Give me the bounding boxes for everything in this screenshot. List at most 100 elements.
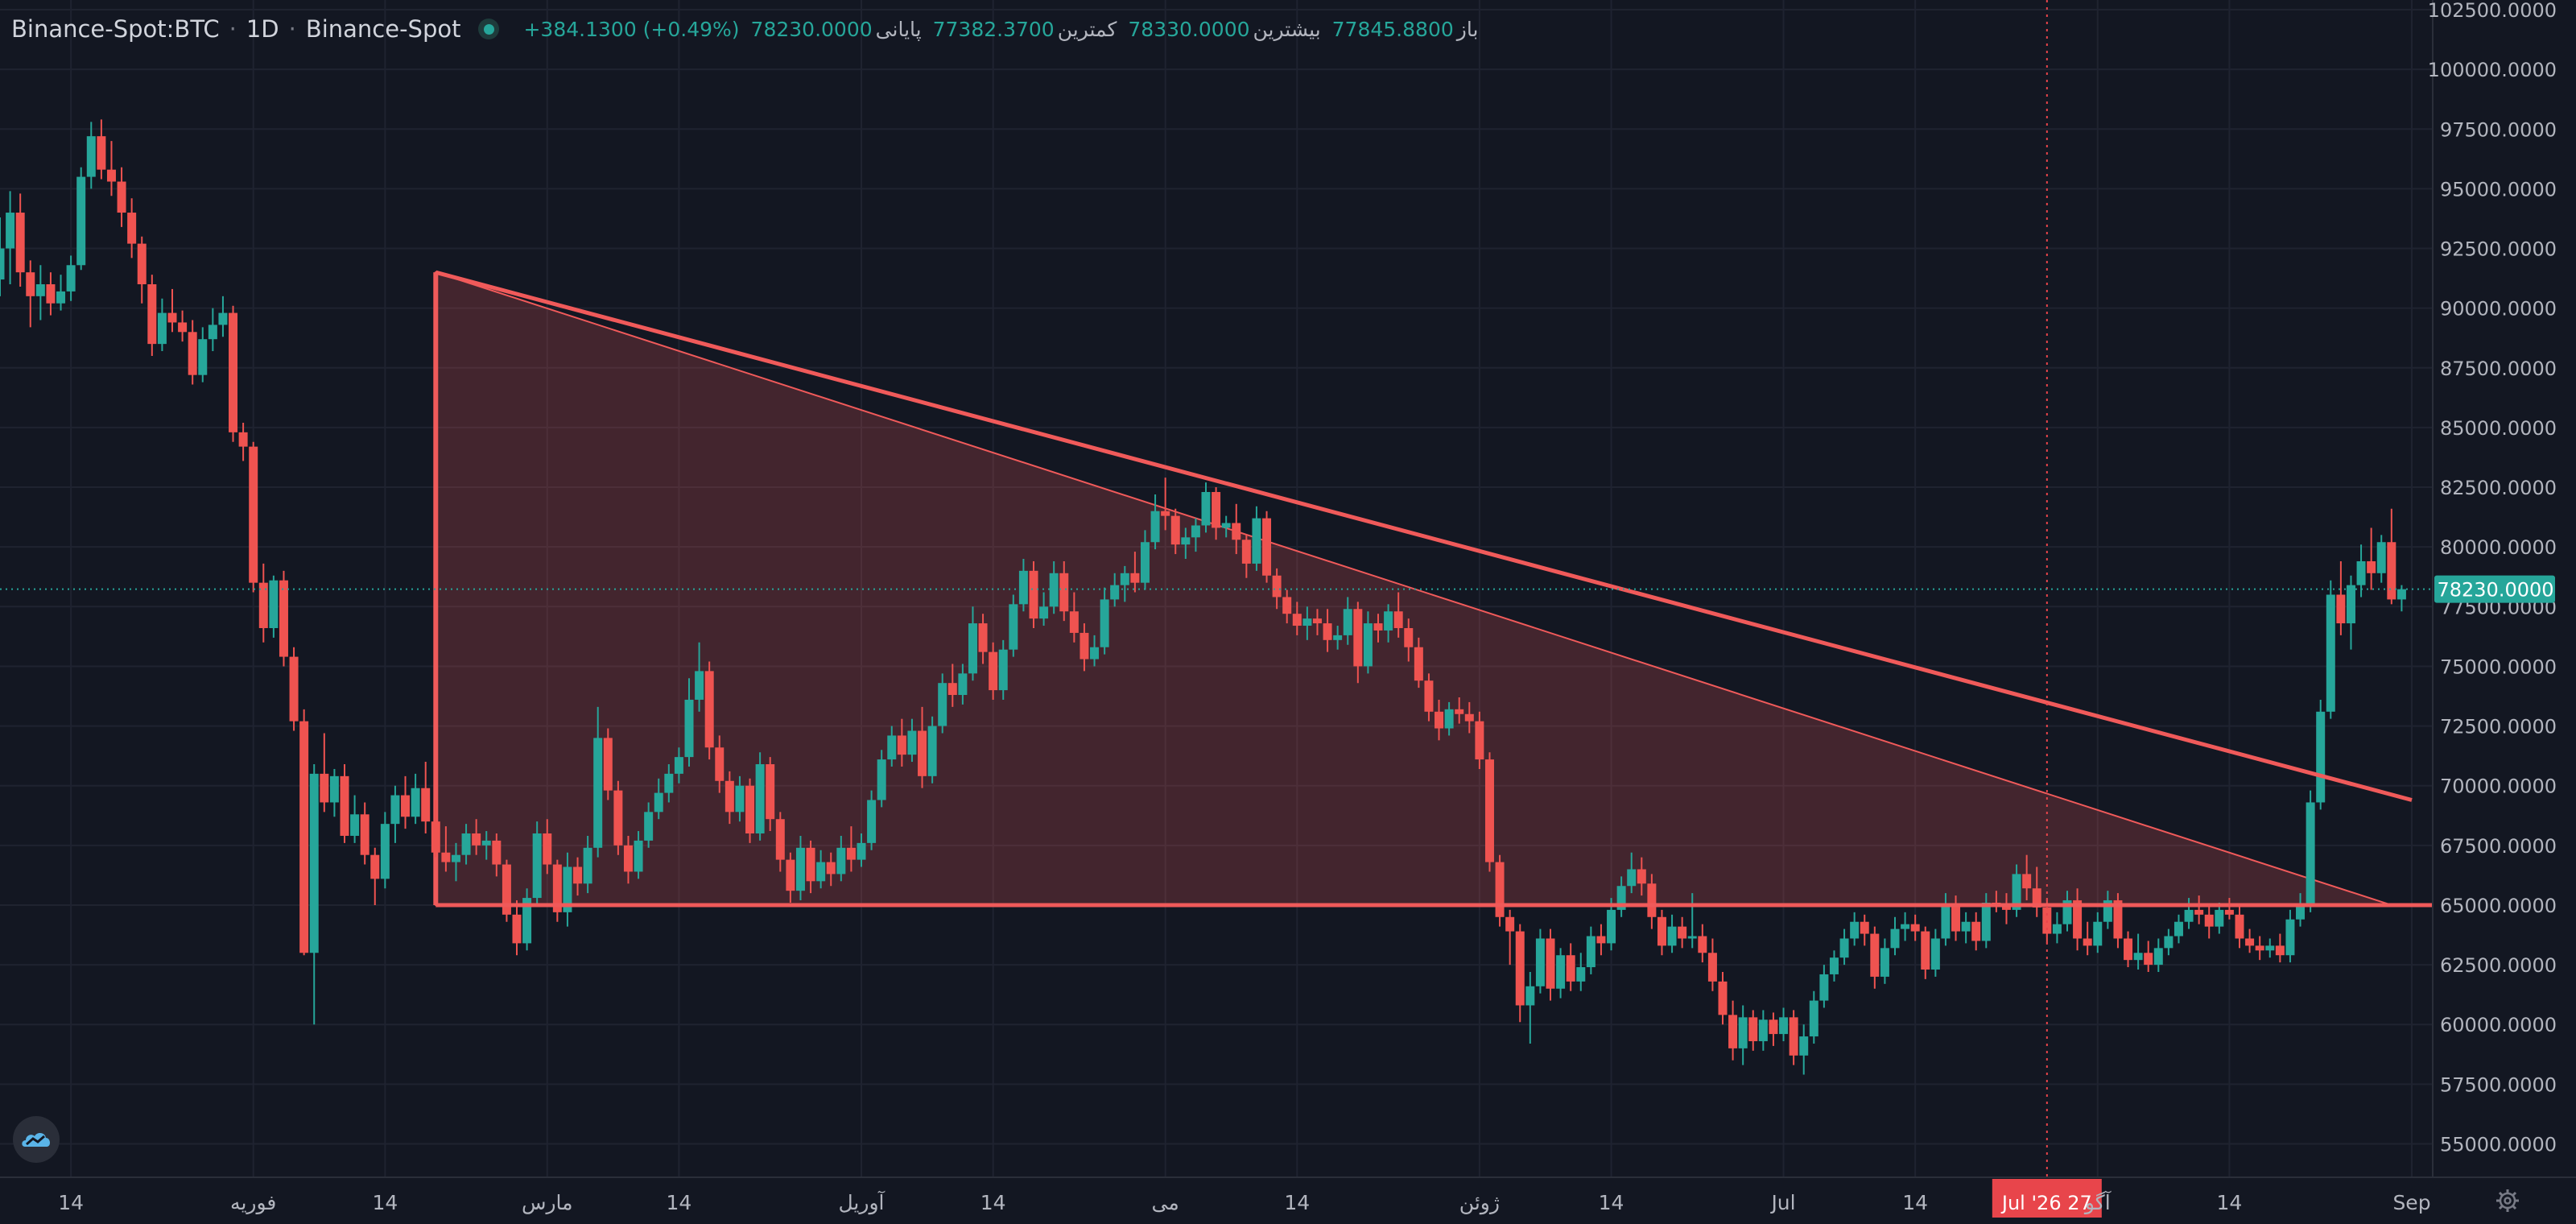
candle-body[interactable] [461, 833, 471, 855]
candle-body[interactable] [6, 213, 15, 249]
candle-body[interactable] [15, 213, 25, 273]
candle-body[interactable] [481, 840, 491, 846]
candle-body[interactable] [472, 833, 481, 846]
candle-body[interactable] [1252, 518, 1261, 564]
candle-body[interactable] [66, 265, 76, 292]
candle-body[interactable] [1018, 570, 1028, 605]
candle-body[interactable] [1667, 926, 1677, 946]
candle-body[interactable] [1546, 938, 1555, 989]
candle-body[interactable] [1435, 711, 1444, 729]
candle-body[interactable] [968, 623, 977, 674]
candle-body[interactable] [137, 243, 147, 285]
interval-label[interactable]: 1D [246, 15, 279, 43]
candle-body[interactable] [1120, 573, 1129, 585]
candle-body[interactable] [1201, 491, 1211, 526]
candle-body[interactable] [249, 446, 258, 583]
candle-body[interactable] [1363, 623, 1373, 667]
candle-body[interactable] [1616, 886, 1626, 910]
candle-body[interactable] [2316, 711, 2326, 803]
candle-body[interactable] [2093, 921, 2103, 946]
candle-body[interactable] [2001, 904, 2011, 910]
candle-body[interactable] [1880, 948, 1889, 977]
candle-body[interactable] [1961, 921, 1971, 932]
candle-body[interactable] [1424, 680, 1434, 712]
candle-body[interactable] [1353, 609, 1363, 667]
candle-body[interactable] [2336, 594, 2346, 624]
candle-body[interactable] [421, 788, 431, 822]
candle-body[interactable] [1090, 647, 1100, 660]
candle-body[interactable] [795, 847, 805, 891]
candle-body[interactable] [2133, 953, 2143, 961]
candle-body[interactable] [695, 671, 704, 700]
candle-body[interactable] [1748, 1017, 1758, 1041]
candle-body[interactable] [1576, 967, 1586, 982]
candle-body[interactable] [613, 790, 623, 846]
candle-body[interactable] [745, 785, 755, 834]
candle-body[interactable] [1637, 869, 1646, 884]
candle-body[interactable] [543, 833, 552, 865]
candle-body[interactable] [1678, 926, 1687, 939]
candle-body[interactable] [86, 136, 96, 177]
candle-body[interactable] [1789, 1017, 1798, 1056]
candle-body[interactable] [1870, 933, 1880, 977]
candle-body[interactable] [2367, 560, 2376, 573]
candle-body[interactable] [502, 864, 511, 915]
candle-body[interactable] [867, 800, 877, 843]
candle-body[interactable] [634, 840, 643, 872]
candle-body[interactable] [2224, 909, 2234, 915]
candle-body[interactable] [938, 683, 947, 726]
candle-body[interactable] [1221, 523, 1231, 528]
candle-body[interactable] [1373, 623, 1383, 631]
candle-body[interactable] [1393, 611, 1403, 628]
candle-body[interactable] [390, 795, 400, 825]
candle-body[interactable] [441, 852, 451, 862]
symbol-title[interactable]: Binance-Spot:BTC [11, 15, 220, 43]
candle-body[interactable] [340, 775, 349, 836]
candle-body[interactable] [1707, 953, 1717, 982]
candle-body[interactable] [1323, 623, 1332, 640]
candle-body[interactable] [1607, 909, 1616, 944]
candle-body[interactable] [1921, 931, 1930, 970]
candle-body[interactable] [97, 136, 106, 170]
candle-body[interactable] [1232, 523, 1241, 540]
candle-body[interactable] [2144, 953, 2153, 966]
candle-body[interactable] [2113, 900, 2123, 939]
candle-body[interactable] [1059, 573, 1069, 612]
candle-body[interactable] [1779, 1017, 1789, 1035]
candle-body[interactable] [2387, 542, 2396, 600]
candle-body[interactable] [918, 730, 927, 776]
candle-body[interactable] [766, 764, 775, 820]
gear-icon[interactable] [2494, 1187, 2521, 1214]
candle-body[interactable] [755, 764, 765, 834]
candle-body[interactable] [1404, 627, 1414, 647]
candle-body[interactable] [370, 854, 380, 879]
candle-body[interactable] [2376, 542, 2386, 573]
candle-body[interactable] [1657, 916, 1666, 946]
candle-body[interactable] [127, 213, 137, 244]
candle-body[interactable] [289, 656, 299, 722]
candle-body[interactable] [1596, 936, 1606, 944]
candle-body[interactable] [46, 284, 56, 304]
candle-body[interactable] [2245, 938, 2255, 946]
candle-body[interactable] [2083, 938, 2092, 946]
candle-body[interactable] [1860, 921, 1869, 934]
candle-body[interactable] [998, 649, 1008, 691]
time-axis[interactable]: 14 فوریه 14 مارس 14 آوریل 14 می 14 ژوئن 14 Jul 14 آگو… [0, 1176, 2576, 1215]
candle-body[interactable] [1241, 540, 1251, 564]
descending-trendline[interactable] [435, 270, 2413, 802]
candle-body[interactable] [2215, 909, 2224, 927]
candle-body[interactable] [1039, 606, 1049, 619]
candle-body[interactable] [1312, 618, 1322, 624]
candle-body[interactable] [644, 812, 654, 841]
candle-body[interactable] [1910, 924, 1920, 932]
candle-body[interactable] [2204, 914, 2214, 927]
candle-body[interactable] [1282, 597, 1292, 614]
candle-body[interactable] [2022, 874, 2032, 889]
candle-body[interactable] [1343, 609, 1352, 635]
candle-body[interactable] [56, 291, 66, 304]
candle-body[interactable] [1455, 709, 1464, 714]
candle-body[interactable] [218, 312, 228, 325]
candle-body[interactable] [451, 854, 460, 862]
candle-body[interactable] [1890, 928, 1900, 949]
candle-body[interactable] [1738, 1017, 1748, 1048]
